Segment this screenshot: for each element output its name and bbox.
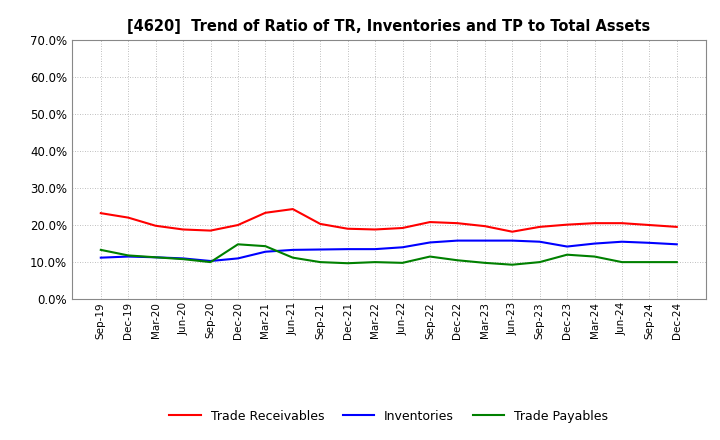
Trade Payables <box>179 257 187 262</box>
Trade Payables <box>233 242 242 247</box>
Trade Receivables <box>426 220 434 225</box>
Trade Payables <box>453 258 462 263</box>
Trade Payables <box>371 260 379 265</box>
Trade Receivables <box>124 215 132 220</box>
Trade Payables <box>508 262 516 268</box>
Trade Receivables <box>96 210 105 216</box>
Trade Payables <box>151 255 160 260</box>
Inventories <box>124 254 132 259</box>
Inventories <box>672 242 681 247</box>
Trade Receivables <box>261 210 270 216</box>
Trade Receivables <box>508 229 516 235</box>
Trade Payables <box>206 260 215 265</box>
Inventories <box>233 256 242 261</box>
Trade Payables <box>289 255 297 260</box>
Trade Payables <box>426 254 434 259</box>
Trade Receivables <box>645 222 654 227</box>
Inventories <box>563 244 572 249</box>
Inventories <box>536 239 544 244</box>
Trade Receivables <box>618 220 626 226</box>
Trade Receivables <box>590 220 599 226</box>
Inventories <box>426 240 434 245</box>
Trade Payables <box>316 260 325 265</box>
Inventories <box>453 238 462 243</box>
Inventories <box>398 245 407 250</box>
Line: Inventories: Inventories <box>101 241 677 261</box>
Trade Receivables <box>343 226 352 231</box>
Inventories <box>645 240 654 246</box>
Trade Payables <box>96 247 105 253</box>
Inventories <box>206 258 215 264</box>
Trade Payables <box>645 260 654 265</box>
Trade Receivables <box>563 222 572 227</box>
Inventories <box>590 241 599 246</box>
Trade Receivables <box>453 220 462 226</box>
Inventories <box>480 238 489 243</box>
Trade Payables <box>563 252 572 257</box>
Trade Payables <box>480 260 489 265</box>
Line: Trade Receivables: Trade Receivables <box>101 209 677 232</box>
Inventories <box>151 255 160 260</box>
Line: Trade Payables: Trade Payables <box>101 244 677 265</box>
Inventories <box>179 256 187 261</box>
Trade Payables <box>618 260 626 265</box>
Trade Receivables <box>480 224 489 229</box>
Trade Receivables <box>536 224 544 230</box>
Trade Receivables <box>233 222 242 227</box>
Trade Receivables <box>289 206 297 212</box>
Trade Receivables <box>206 228 215 233</box>
Trade Receivables <box>316 221 325 227</box>
Trade Payables <box>124 253 132 258</box>
Inventories <box>289 247 297 253</box>
Trade Payables <box>398 260 407 265</box>
Title: [4620]  Trend of Ratio of TR, Inventories and TP to Total Assets: [4620] Trend of Ratio of TR, Inventories… <box>127 19 650 34</box>
Trade Payables <box>261 243 270 249</box>
Trade Receivables <box>151 223 160 228</box>
Legend: Trade Receivables, Inventories, Trade Payables: Trade Receivables, Inventories, Trade Pa… <box>164 405 613 428</box>
Inventories <box>96 255 105 260</box>
Trade Receivables <box>371 227 379 232</box>
Inventories <box>261 249 270 254</box>
Trade Payables <box>590 254 599 259</box>
Inventories <box>618 239 626 244</box>
Trade Payables <box>343 260 352 266</box>
Trade Receivables <box>672 224 681 230</box>
Inventories <box>343 246 352 252</box>
Inventories <box>316 247 325 252</box>
Trade Payables <box>536 260 544 265</box>
Inventories <box>371 246 379 252</box>
Trade Receivables <box>179 227 187 232</box>
Trade Receivables <box>398 225 407 231</box>
Inventories <box>508 238 516 243</box>
Trade Payables <box>672 260 681 265</box>
